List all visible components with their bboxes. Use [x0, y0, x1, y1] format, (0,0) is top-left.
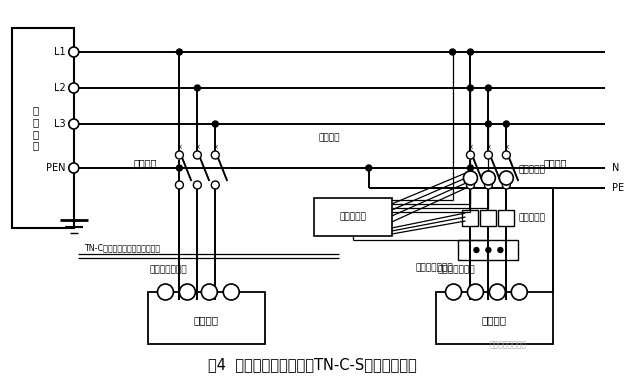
Circle shape [466, 181, 475, 189]
Circle shape [485, 181, 492, 189]
Circle shape [69, 47, 79, 57]
Circle shape [69, 83, 79, 93]
Circle shape [179, 284, 196, 300]
Circle shape [176, 49, 182, 55]
Circle shape [446, 284, 461, 300]
Circle shape [474, 248, 479, 252]
Circle shape [211, 181, 219, 189]
Text: 电压采样: 电压采样 [319, 133, 340, 142]
Circle shape [211, 151, 219, 159]
Circle shape [486, 248, 491, 252]
Text: 监控探测器: 监控探测器 [339, 213, 366, 222]
Circle shape [366, 165, 372, 171]
Circle shape [482, 171, 495, 185]
Bar [12, 28, 74, 228]
Text: 外露可导电部分: 外露可导电部分 [149, 266, 187, 275]
Text: 电流传感器: 电流传感器 [519, 213, 545, 223]
Circle shape [490, 284, 505, 300]
Circle shape [223, 284, 240, 300]
Text: 图4  剩余电流式探测器在TN-C-S系统中的应用: 图4 剩余电流式探测器在TN-C-S系统中的应用 [208, 358, 416, 372]
Text: PE: PE [612, 183, 624, 193]
Circle shape [201, 284, 218, 300]
Text: 温度传感器: 温度传感器 [519, 165, 545, 174]
Circle shape [193, 181, 201, 189]
Circle shape [485, 85, 492, 91]
Bar [463, 210, 478, 226]
Circle shape [463, 171, 477, 185]
Circle shape [502, 181, 510, 189]
Text: L2: L2 [54, 83, 66, 93]
Text: N: N [612, 163, 619, 173]
Text: TN-C区域不可安装漏电探测装置: TN-C区域不可安装漏电探测装置 [84, 243, 160, 252]
Circle shape [466, 151, 475, 159]
Circle shape [468, 284, 483, 300]
Text: L3: L3 [54, 119, 66, 129]
Circle shape [468, 85, 473, 91]
Circle shape [485, 121, 492, 127]
Text: ×: × [176, 144, 182, 150]
Text: ×: × [485, 144, 492, 150]
Bar [436, 292, 553, 344]
Circle shape [512, 284, 527, 300]
Text: 剩余电流传感器: 剩余电流传感器 [416, 264, 453, 273]
Circle shape [176, 181, 184, 189]
Circle shape [485, 151, 492, 159]
Circle shape [468, 49, 473, 55]
Text: L1: L1 [54, 47, 66, 57]
Text: ×: × [468, 144, 473, 150]
Circle shape [193, 151, 201, 159]
Circle shape [157, 284, 174, 300]
Text: ×: × [213, 144, 218, 150]
Circle shape [498, 248, 503, 252]
Circle shape [450, 49, 455, 55]
Bar [498, 210, 514, 226]
Circle shape [503, 121, 509, 127]
Text: 用电设备: 用电设备 [482, 316, 507, 326]
Bar [458, 240, 519, 260]
Bar [480, 210, 497, 226]
Bar [314, 198, 392, 236]
Circle shape [468, 165, 473, 171]
Text: ×: × [194, 144, 200, 150]
Circle shape [213, 121, 218, 127]
Bar [147, 292, 265, 344]
Text: 北京新宇胜利仪器: 北京新宇胜利仪器 [490, 340, 527, 349]
Text: 用电设备: 用电设备 [194, 316, 219, 326]
Circle shape [502, 151, 510, 159]
Text: PEN: PEN [46, 163, 66, 173]
Circle shape [499, 171, 514, 185]
Circle shape [194, 85, 201, 91]
Circle shape [176, 151, 184, 159]
Circle shape [69, 163, 79, 173]
Text: 外露可导电部分: 外露可导电部分 [438, 266, 475, 275]
Text: 保护开关: 保护开关 [543, 158, 567, 168]
Text: ×: × [503, 144, 509, 150]
Text: 系
统
电
源: 系 统 电 源 [33, 106, 39, 151]
Circle shape [176, 165, 182, 171]
Circle shape [69, 119, 79, 129]
Text: 保护开关: 保护开关 [134, 158, 157, 168]
